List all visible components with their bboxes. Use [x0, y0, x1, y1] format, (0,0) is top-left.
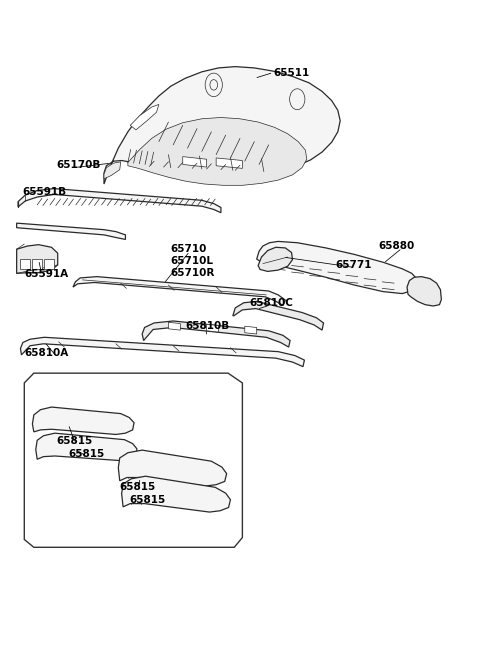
Polygon shape: [168, 322, 180, 330]
Polygon shape: [206, 324, 218, 332]
Polygon shape: [33, 259, 42, 269]
Polygon shape: [18, 189, 221, 213]
Polygon shape: [257, 242, 417, 293]
Text: 65710R: 65710R: [171, 268, 215, 278]
Polygon shape: [407, 276, 442, 306]
Text: 65815: 65815: [129, 495, 166, 505]
Polygon shape: [121, 476, 230, 512]
Polygon shape: [73, 276, 285, 305]
Text: 65511: 65511: [274, 67, 310, 78]
Polygon shape: [17, 245, 58, 273]
Polygon shape: [118, 450, 227, 486]
Polygon shape: [142, 321, 290, 347]
Polygon shape: [130, 104, 159, 130]
Text: 65170B: 65170B: [56, 160, 101, 170]
Polygon shape: [233, 301, 324, 330]
Polygon shape: [245, 326, 257, 334]
Polygon shape: [183, 157, 206, 167]
Text: 65815: 65815: [120, 482, 156, 492]
Text: 65810A: 65810A: [24, 348, 69, 358]
Text: 65810C: 65810C: [250, 298, 293, 308]
Text: 65710L: 65710L: [171, 256, 214, 266]
Polygon shape: [216, 158, 242, 168]
Polygon shape: [21, 259, 30, 269]
Text: 65815: 65815: [68, 449, 105, 459]
Polygon shape: [128, 117, 307, 185]
Polygon shape: [104, 162, 120, 179]
Polygon shape: [36, 433, 137, 460]
Polygon shape: [17, 223, 125, 240]
Polygon shape: [104, 67, 340, 184]
Text: 65771: 65771: [336, 260, 372, 270]
Text: 65880: 65880: [378, 241, 415, 251]
Polygon shape: [44, 259, 54, 269]
Text: 65810B: 65810B: [185, 321, 229, 331]
Text: 65815: 65815: [56, 436, 93, 446]
Text: 65710: 65710: [171, 244, 207, 254]
Text: 65591A: 65591A: [24, 269, 69, 278]
Text: 65591B: 65591B: [23, 187, 67, 197]
Polygon shape: [33, 407, 134, 434]
Polygon shape: [258, 248, 292, 271]
Polygon shape: [21, 337, 304, 367]
